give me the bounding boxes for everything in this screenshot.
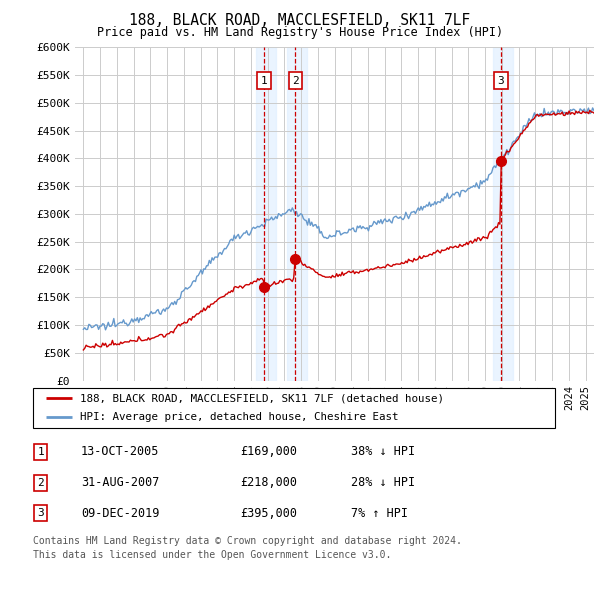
Text: Contains HM Land Registry data © Crown copyright and database right 2024.: Contains HM Land Registry data © Crown c… [33, 536, 462, 546]
Text: This data is licensed under the Open Government Licence v3.0.: This data is licensed under the Open Gov… [33, 550, 391, 560]
Text: £395,000: £395,000 [240, 507, 297, 520]
Text: 2: 2 [292, 76, 299, 86]
Text: 31-AUG-2007: 31-AUG-2007 [81, 476, 160, 489]
Text: 3: 3 [37, 509, 44, 518]
Bar [287, 47, 307, 381]
Text: 3: 3 [497, 76, 504, 86]
Text: Price paid vs. HM Land Registry's House Price Index (HPI): Price paid vs. HM Land Registry's House … [97, 26, 503, 39]
Text: 188, BLACK ROAD, MACCLESFIELD, SK11 7LF (detached house): 188, BLACK ROAD, MACCLESFIELD, SK11 7LF … [80, 394, 444, 404]
Text: HPI: Average price, detached house, Cheshire East: HPI: Average price, detached house, Ches… [80, 412, 398, 422]
Text: 28% ↓ HPI: 28% ↓ HPI [351, 476, 415, 489]
Text: 2: 2 [37, 478, 44, 487]
Text: £218,000: £218,000 [240, 476, 297, 489]
Bar [493, 47, 512, 381]
Bar [256, 47, 276, 381]
Text: 38% ↓ HPI: 38% ↓ HPI [351, 445, 415, 458]
Text: 1: 1 [37, 447, 44, 457]
Text: 13-OCT-2005: 13-OCT-2005 [81, 445, 160, 458]
Text: 1: 1 [260, 76, 268, 86]
FancyBboxPatch shape [33, 388, 555, 428]
Text: 09-DEC-2019: 09-DEC-2019 [81, 507, 160, 520]
Text: £169,000: £169,000 [240, 445, 297, 458]
Text: 188, BLACK ROAD, MACCLESFIELD, SK11 7LF: 188, BLACK ROAD, MACCLESFIELD, SK11 7LF [130, 13, 470, 28]
Text: 7% ↑ HPI: 7% ↑ HPI [351, 507, 408, 520]
